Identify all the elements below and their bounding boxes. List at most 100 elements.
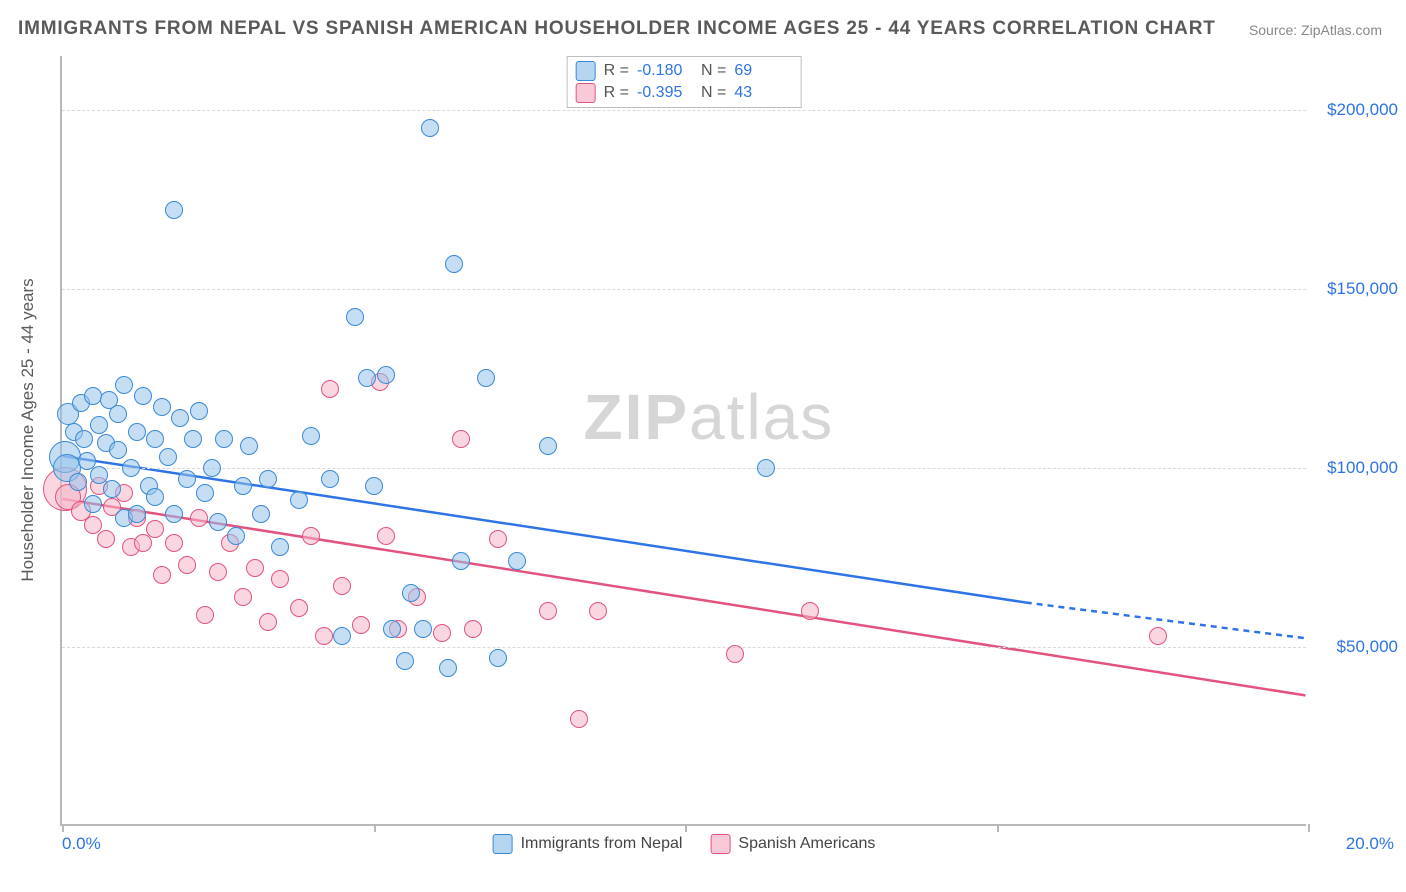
data-point-blue — [75, 430, 93, 448]
data-point-blue — [69, 473, 87, 491]
data-point-blue — [109, 441, 127, 459]
data-point-blue — [190, 402, 208, 420]
data-point-blue — [103, 480, 121, 498]
data-point-blue — [165, 505, 183, 523]
y-tick-label: $100,000 — [1314, 458, 1398, 478]
data-point-pink — [190, 509, 208, 527]
data-point-blue — [302, 427, 320, 445]
data-point-pink — [333, 577, 351, 595]
data-point-pink — [246, 559, 264, 577]
chart-title: IMMIGRANTS FROM NEPAL VS SPANISH AMERICA… — [18, 18, 1216, 40]
legend-row-blue: R = -0.180 N = 69 — [576, 60, 791, 82]
x-tick-mark — [685, 824, 687, 832]
y-tick-label: $50,000 — [1314, 637, 1398, 657]
data-point-blue — [477, 369, 495, 387]
correlation-legend: R = -0.180 N = 69 R = -0.395 N = 43 — [567, 56, 802, 108]
r-value-blue: -0.180 — [637, 62, 693, 80]
data-point-blue — [240, 437, 258, 455]
data-point-blue — [365, 477, 383, 495]
data-point-blue — [128, 505, 146, 523]
scatter-plot: ZIPatlas R = -0.180 N = 69 R = -0.395 N … — [60, 56, 1306, 826]
data-point-blue — [109, 405, 127, 423]
data-point-blue — [757, 459, 775, 477]
data-point-pink — [134, 534, 152, 552]
data-point-blue — [122, 459, 140, 477]
data-point-pink — [146, 520, 164, 538]
data-point-blue — [90, 416, 108, 434]
r-label: R = — [604, 62, 629, 80]
gridline — [62, 468, 1306, 469]
legend-item-pink: Spanish Americans — [710, 834, 875, 854]
n-value-pink: 43 — [734, 84, 790, 102]
watermark: ZIPatlas — [584, 380, 835, 454]
x-tick-max: 20.0% — [1346, 834, 1394, 854]
source-attribution: Source: ZipAtlas.com — [1249, 22, 1382, 38]
data-point-blue — [489, 649, 507, 667]
data-point-blue — [84, 495, 102, 513]
y-tick-label: $150,000 — [1314, 279, 1398, 299]
data-point-blue — [508, 552, 526, 570]
data-point-pink — [165, 534, 183, 552]
data-point-pink — [489, 530, 507, 548]
data-point-pink — [589, 602, 607, 620]
data-point-pink — [196, 606, 214, 624]
legend-swatch-pink — [576, 83, 596, 103]
data-point-blue — [165, 201, 183, 219]
n-label: N = — [701, 62, 726, 80]
legend-row-pink: R = -0.395 N = 43 — [576, 82, 791, 104]
data-point-pink — [209, 563, 227, 581]
data-point-blue — [402, 584, 420, 602]
x-tick-mark — [374, 824, 376, 832]
data-point-blue — [234, 477, 252, 495]
data-point-pink — [259, 613, 277, 631]
data-point-blue — [321, 470, 339, 488]
legend-swatch-blue — [493, 834, 513, 854]
data-point-pink — [234, 588, 252, 606]
data-point-blue — [271, 538, 289, 556]
data-point-blue — [178, 470, 196, 488]
data-point-blue — [259, 470, 277, 488]
gridline — [62, 110, 1306, 111]
y-axis-label: Householder Income Ages 25 - 44 years — [18, 278, 38, 581]
data-point-pink — [97, 530, 115, 548]
data-point-pink — [1149, 627, 1167, 645]
data-point-blue — [227, 527, 245, 545]
data-point-blue — [358, 369, 376, 387]
legend-label-blue: Immigrants from Nepal — [521, 835, 683, 853]
data-point-blue — [146, 430, 164, 448]
data-point-blue — [153, 398, 171, 416]
data-point-pink — [352, 616, 370, 634]
data-point-blue — [383, 620, 401, 638]
y-tick-label: $200,000 — [1314, 100, 1398, 120]
data-point-blue — [377, 366, 395, 384]
x-tick-mark — [62, 824, 64, 832]
data-point-pink — [377, 527, 395, 545]
r-value-pink: -0.395 — [637, 84, 693, 102]
data-point-pink — [570, 710, 588, 728]
n-value-blue: 69 — [734, 62, 790, 80]
legend-label-pink: Spanish Americans — [738, 835, 875, 853]
data-point-blue — [252, 505, 270, 523]
x-tick-min: 0.0% — [62, 834, 101, 854]
legend-item-blue: Immigrants from Nepal — [493, 834, 683, 854]
data-point-blue — [414, 620, 432, 638]
data-point-blue — [171, 409, 189, 427]
series-legend: Immigrants from Nepal Spanish Americans — [493, 834, 876, 854]
data-point-blue — [346, 308, 364, 326]
data-point-blue — [439, 659, 457, 677]
data-point-blue — [128, 423, 146, 441]
data-point-pink — [801, 602, 819, 620]
data-point-blue — [203, 459, 221, 477]
data-point-pink — [271, 570, 289, 588]
data-point-pink — [302, 527, 320, 545]
legend-swatch-pink — [710, 834, 730, 854]
legend-swatch-blue — [576, 61, 596, 81]
data-point-pink — [726, 645, 744, 663]
data-point-blue — [539, 437, 557, 455]
data-point-pink — [315, 627, 333, 645]
r-label: R = — [604, 84, 629, 102]
gridline — [62, 289, 1306, 290]
data-point-blue — [146, 488, 164, 506]
data-point-blue — [445, 255, 463, 273]
data-point-pink — [539, 602, 557, 620]
